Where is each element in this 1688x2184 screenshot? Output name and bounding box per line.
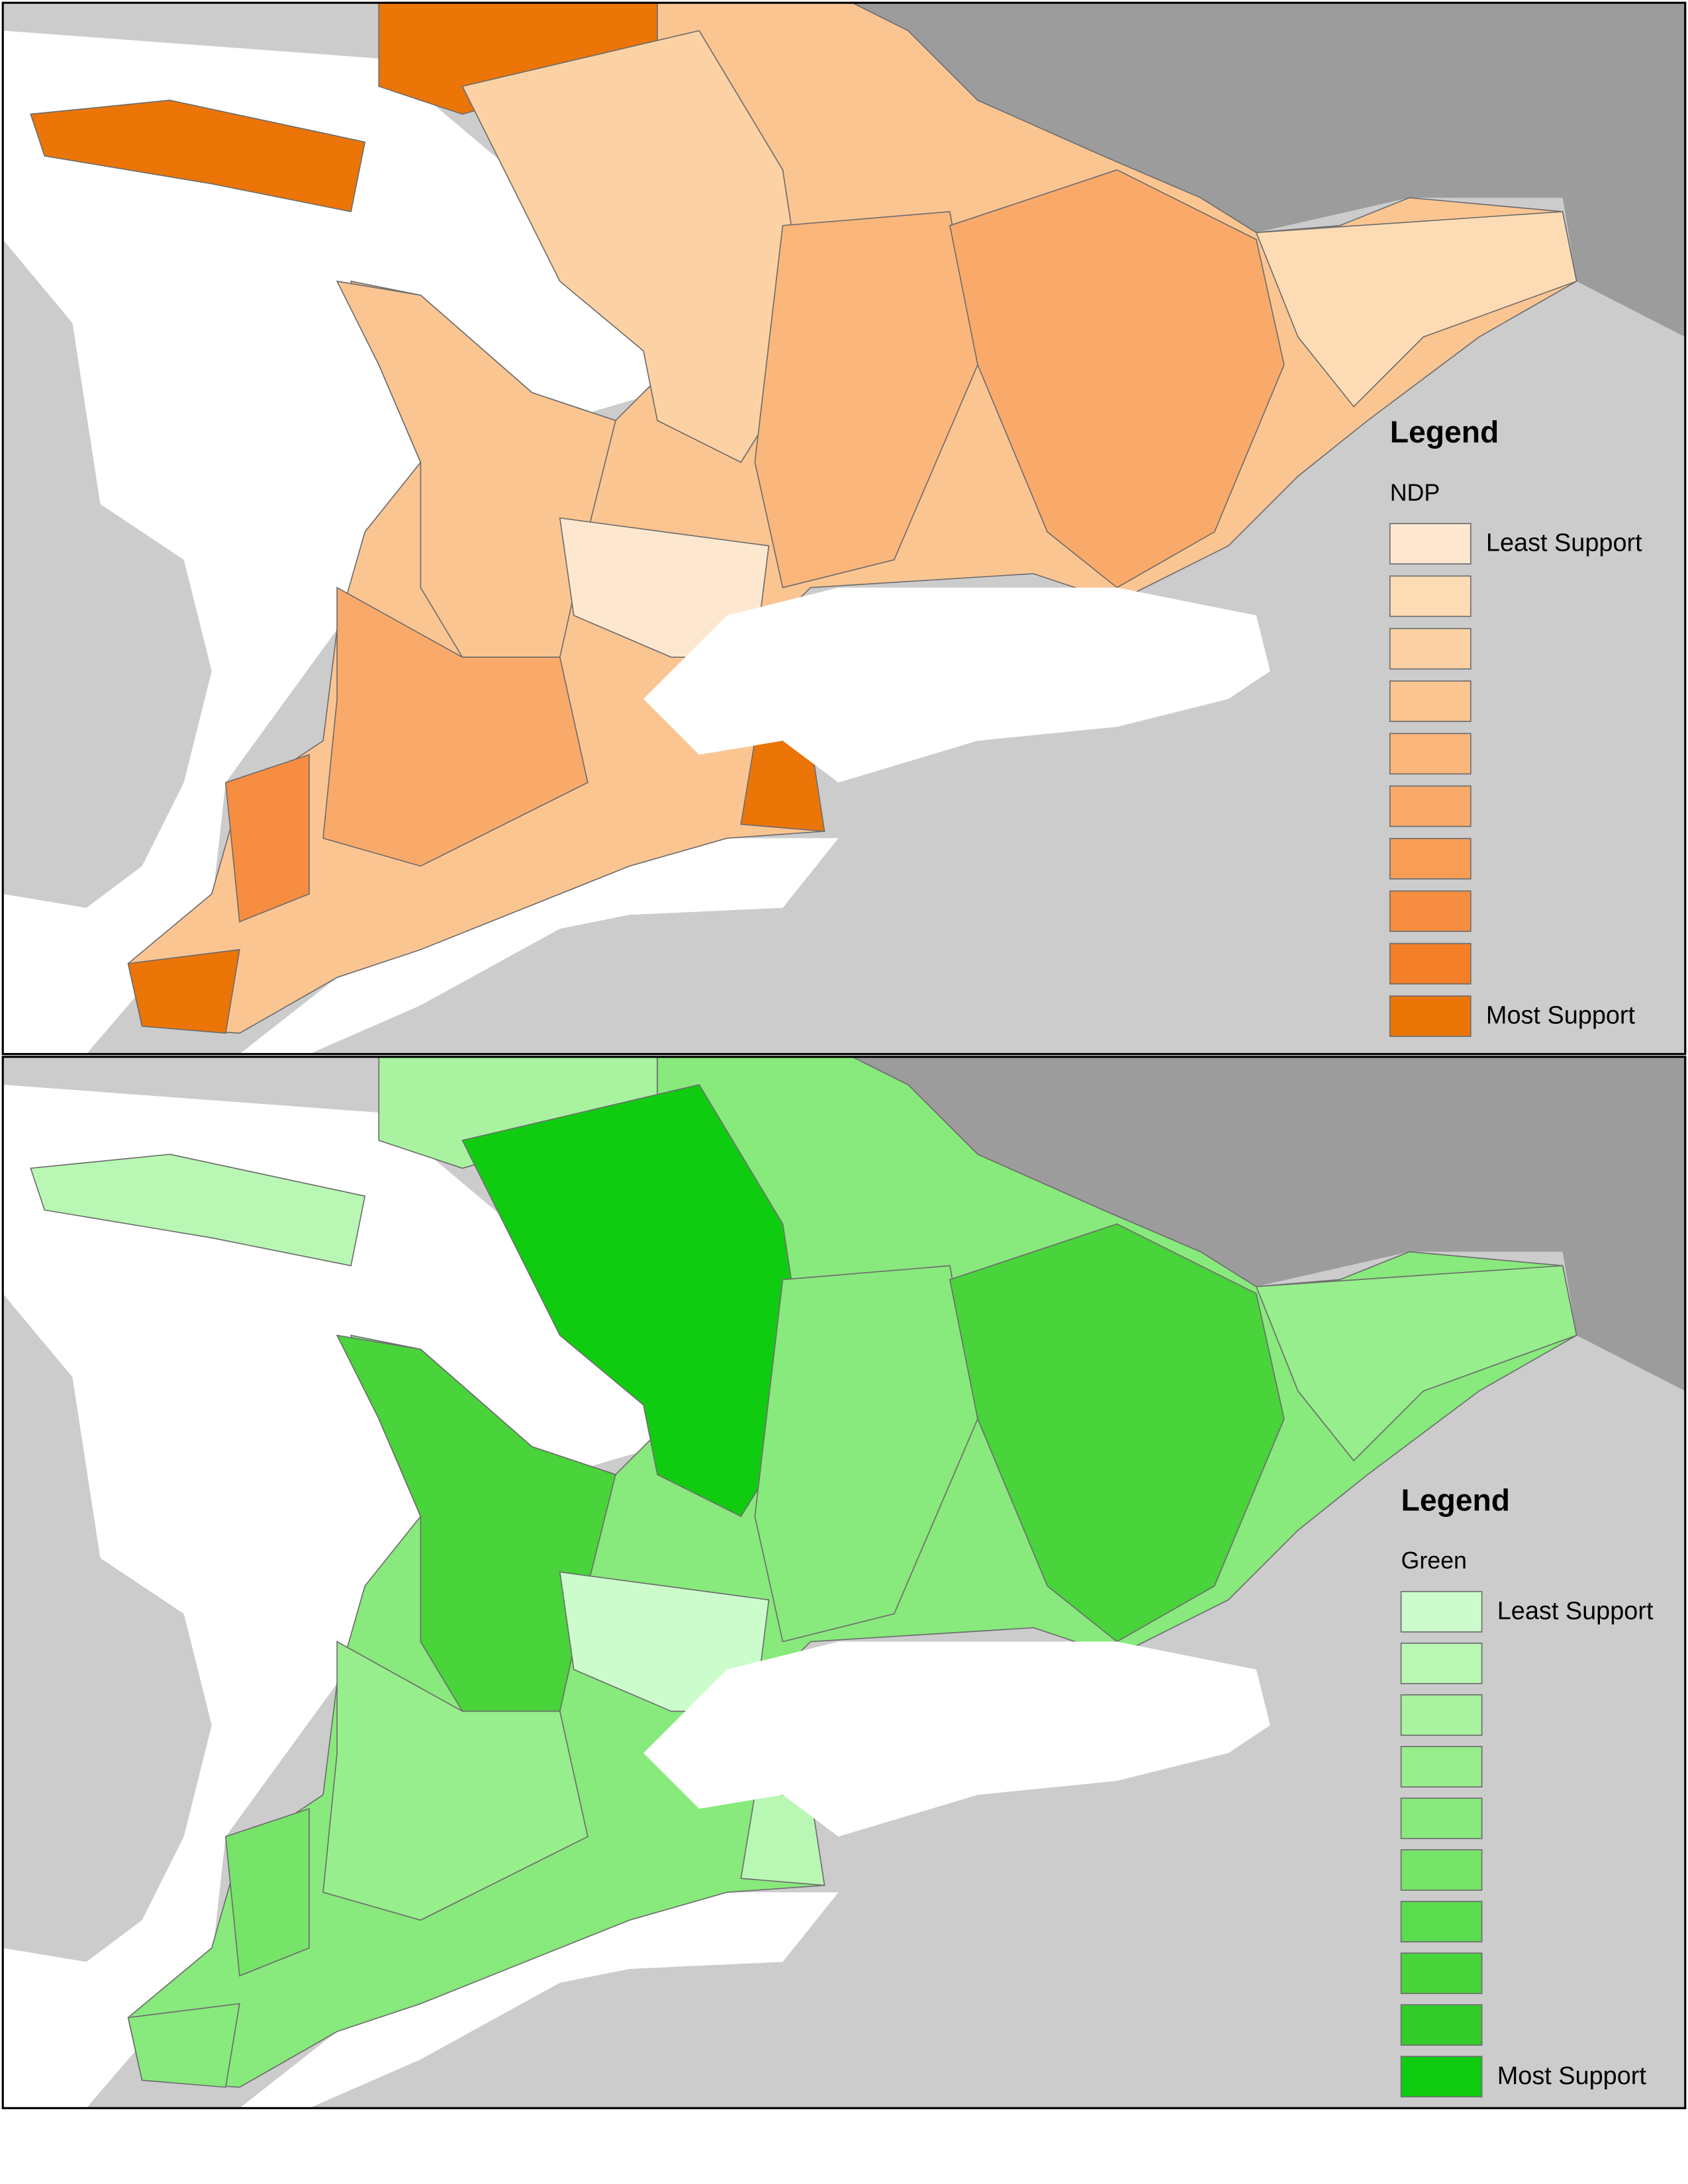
legend-swatch	[1400, 1901, 1483, 1942]
district	[754, 210, 978, 588]
legend-swatch	[1389, 995, 1472, 1037]
legend-most: Most Support	[1497, 2062, 1647, 2090]
district	[1255, 210, 1577, 408]
legend-swatch	[1400, 2004, 1483, 2046]
land-dark	[852, 1056, 1685, 1391]
district	[30, 1154, 366, 1267]
legend-title: Legend	[1390, 415, 1499, 449]
district	[461, 30, 812, 463]
district	[949, 1223, 1285, 1643]
legend-swatch	[1389, 680, 1472, 722]
legend-swatch	[1389, 890, 1472, 933]
district	[322, 1641, 588, 1921]
legend-party: Green	[1401, 1547, 1467, 1574]
legend-least: Least Support	[1497, 1597, 1654, 1625]
district	[754, 1265, 978, 1643]
district	[224, 1807, 310, 1977]
legend-most: Most Support	[1486, 1001, 1636, 1029]
legend-swatch	[1389, 838, 1472, 880]
panel-border	[1, 1, 1687, 1056]
lake-erie	[239, 838, 839, 1054]
legend-least: Least Support	[1486, 529, 1642, 557]
lake-ontario	[643, 587, 1270, 783]
legend-swatch	[1400, 1590, 1483, 1633]
legend-swatch	[1400, 1694, 1483, 1736]
legend-swatch	[1400, 1797, 1483, 1839]
legend-title: Legend	[1401, 1482, 1511, 1517]
lake-ontario	[643, 1641, 1270, 1837]
legend-swatch	[1400, 1952, 1483, 1995]
legend-swatch	[1400, 1642, 1483, 1684]
legend-swatch	[1400, 2056, 1483, 2098]
district	[30, 99, 366, 212]
district	[127, 2003, 240, 2088]
district	[461, 1083, 812, 1518]
legend-swatch	[1389, 733, 1472, 775]
district	[224, 754, 310, 923]
land-dark	[852, 3, 1685, 338]
panel-border	[1, 1056, 1687, 2109]
district	[322, 586, 588, 867]
legend-swatch	[1400, 1746, 1483, 1788]
lake-erie	[239, 1892, 839, 2109]
legend-swatch	[1389, 523, 1472, 565]
legend-swatch	[1400, 1849, 1483, 1891]
district	[127, 948, 240, 1034]
map-panel: Legend NDP Least Support Most Support	[1, 1, 1687, 1056]
legend-swatch	[1389, 785, 1472, 827]
michigan	[3, 1293, 212, 1962]
district	[1255, 1265, 1577, 1462]
legend-party: NDP	[1390, 479, 1440, 506]
map-panel: Legend Green Least Support Most Support	[1, 1056, 1687, 2109]
legend-swatch	[1389, 627, 1472, 670]
legend-swatch	[1389, 942, 1472, 985]
legend-swatch	[1389, 575, 1472, 617]
district	[949, 169, 1285, 588]
michigan	[3, 239, 212, 908]
